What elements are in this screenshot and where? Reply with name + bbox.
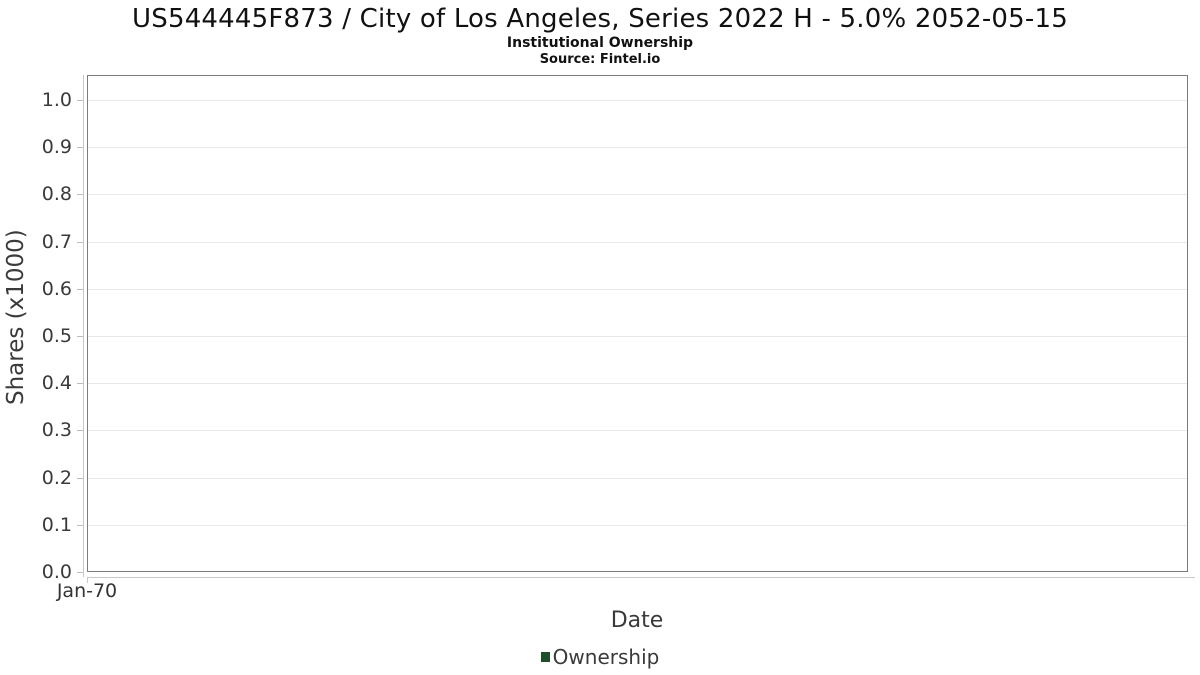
y-tick-label: 0.8 [41,183,72,206]
y-tick-label: 0.2 [41,466,72,489]
y-gridline [88,147,1187,149]
x-tick-label: Jan-70 [56,580,118,602]
y-tick-mark [77,288,83,290]
legend-label: Ownership [552,645,660,669]
y-tick-label: 0.9 [41,136,72,159]
y-tick-mark [77,477,83,479]
y-gridline [88,430,1187,432]
y-gridline [88,524,1187,526]
x-tick-mark [87,577,88,583]
y-tick-label: 0.5 [41,325,72,347]
y-tick-mark [77,383,83,385]
y-gridline [88,477,1187,479]
y-tick-mark [77,336,83,337]
y-tick-label: 0.4 [41,372,72,395]
y-tick-label: 0.7 [41,230,72,253]
y-axis-line [83,75,84,577]
y-gridline [88,288,1187,290]
y-tick-mark [77,241,83,243]
y-gridline [88,194,1187,196]
x-axis-title: Date [610,608,664,633]
y-tick-label: 0.1 [41,513,72,536]
x-axis-line [87,577,1195,578]
y-tick-label: 0.3 [41,419,72,442]
y-tick-mark [77,572,83,573]
plot-area [87,75,1188,572]
y-tick-mark [77,100,83,101]
y-gridline [88,336,1187,337]
y-tick-mark [77,147,83,149]
y-tick-label: 0.0 [41,561,72,583]
y-tick-mark [77,430,83,432]
y-gridline [88,100,1187,101]
y-tick-mark [77,524,83,526]
y-gridline [88,241,1187,243]
legend-marker-square [540,652,550,662]
legend-item-ownership: Ownership [540,645,660,669]
chart-source: Source: Fintel.io [539,52,661,67]
y-gridline [88,383,1187,385]
y-tick-label: 0.6 [41,277,72,300]
chart-subtitle: Institutional Ownership [506,35,694,51]
chart-title: US544445F873 / City of Los Angeles, Seri… [132,4,1068,34]
legend: Ownership [0,645,1200,669]
y-tick-label: 1.0 [41,89,72,111]
y-tick-mark [77,194,83,196]
